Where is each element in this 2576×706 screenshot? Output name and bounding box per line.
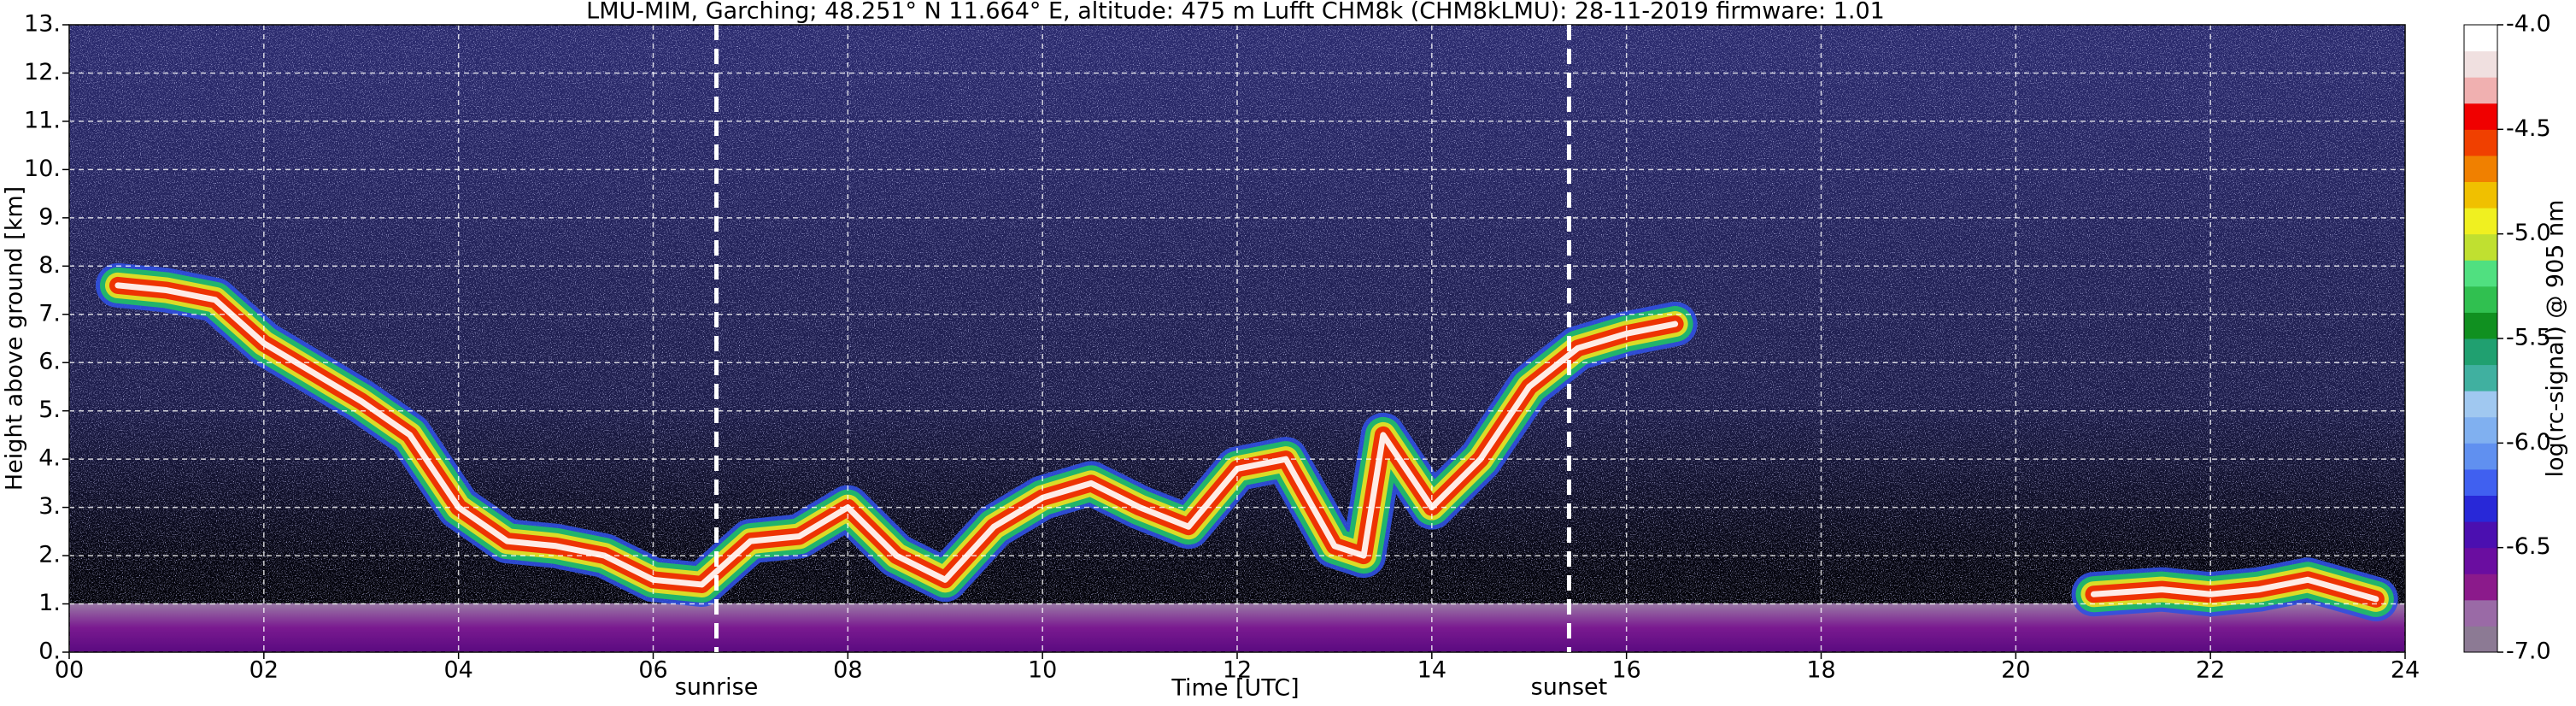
colorbar-swatch: [2464, 285, 2497, 313]
colorbar-swatch: [2464, 77, 2497, 104]
colorbar-swatch: [2464, 260, 2497, 287]
colorbar-swatch: [2464, 25, 2497, 52]
colorbar-swatch: [2464, 521, 2497, 549]
colorbar-swatch: [2464, 50, 2497, 78]
colorbar-swatch: [2464, 416, 2497, 444]
signal-trace: [114, 282, 2379, 603]
annotation-label: sunset: [1531, 674, 1608, 701]
y-tick-label: 2.: [38, 542, 61, 568]
y-tick-label: 5.: [38, 397, 61, 423]
y-tick-label: 12.: [24, 59, 61, 85]
x-tick-label: 04: [443, 657, 472, 684]
colorbar-tick-label: -6.5: [2506, 533, 2551, 560]
x-tick-label: 18: [1806, 657, 1835, 684]
colorbar-tick-label: -6.0: [2506, 429, 2551, 456]
colorbar-tick-label: -4.0: [2506, 11, 2551, 38]
y-tick-label: 11.: [24, 107, 61, 133]
colorbar-swatch: [2464, 364, 2497, 391]
x-tick-label: 08: [833, 657, 862, 684]
colorbar-label: log(rc-signal) @ 905 nm: [2543, 200, 2569, 478]
y-tick-label: 4.: [38, 445, 61, 472]
colorbar-swatch: [2464, 103, 2497, 130]
y-tick-label: 6.: [38, 349, 61, 375]
annotation-label: sunrise: [675, 674, 759, 701]
colorbar-swatch: [2464, 181, 2497, 209]
x-tick-label: 10: [1028, 657, 1057, 684]
colorbar-swatch: [2464, 338, 2497, 366]
colorbar-swatch: [2464, 626, 2497, 653]
colorbar-tick-label: -5.5: [2506, 325, 2551, 351]
x-axis-label: Time [UTC]: [1171, 675, 1299, 702]
x-tick-label: 14: [1417, 657, 1446, 684]
y-tick-label: 7.: [38, 300, 61, 327]
y-tick-label: 3.: [38, 493, 61, 520]
x-tick-label: 00: [55, 657, 84, 684]
y-tick-label: 0.: [38, 638, 61, 665]
colorbar-tick-label: -5.0: [2506, 220, 2551, 246]
colorbar-frame: [2463, 24, 2498, 653]
x-tick-label: 20: [2001, 657, 2030, 684]
colorbar-swatch: [2464, 468, 2497, 496]
colorbar-swatch: [2464, 547, 2497, 574]
colorbar-swatch: [2464, 208, 2497, 235]
y-tick-label: 13.: [24, 11, 61, 38]
colorbar-swatch: [2464, 574, 2497, 601]
colorbar-swatch: [2464, 495, 2497, 522]
plot-frame: [68, 24, 2406, 653]
colorbar-swatch: [2464, 443, 2497, 470]
colorbar-swatch: [2464, 233, 2497, 261]
chart-title: LMU-MIM, Garching; 48.251° N 11.664° E, …: [586, 0, 1885, 25]
x-tick-label: 06: [638, 657, 667, 684]
y-tick-label: 10.: [24, 156, 61, 182]
colorbar-swatch: [2464, 155, 2497, 182]
colorbar-swatch: [2464, 391, 2497, 418]
x-tick-label: 24: [2391, 657, 2420, 684]
colorbar-swatch: [2464, 599, 2497, 627]
y-tick-label: 9.: [38, 203, 61, 230]
colorbar-tick-label: -7.0: [2506, 638, 2551, 665]
x-tick-label: 22: [2196, 657, 2225, 684]
x-tick-label: 16: [1611, 657, 1640, 684]
x-tick-label: 02: [249, 657, 279, 684]
colorbar-swatch: [2464, 312, 2497, 339]
y-tick-label: 1.: [38, 590, 61, 616]
y-axis-label: Height above ground [km]: [2, 186, 28, 491]
colorbar-tick-label: -4.5: [2506, 115, 2551, 142]
y-tick-label: 8.: [38, 252, 61, 279]
x-tick-label: 12: [1223, 657, 1252, 684]
colorbar-swatch: [2464, 129, 2497, 156]
